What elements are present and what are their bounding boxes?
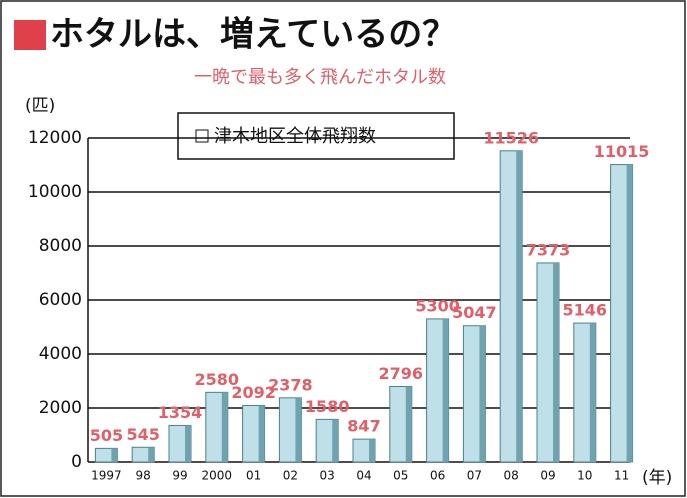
bar-side — [295, 398, 301, 462]
x-tick-label: 2000 — [202, 469, 233, 483]
x-axis-label: (年) — [642, 468, 672, 488]
bar — [463, 326, 485, 462]
bar — [132, 447, 154, 462]
value-label: 505 — [90, 426, 123, 445]
bar-side — [222, 392, 228, 462]
x-tick-label: 01 — [246, 469, 261, 483]
value-label: 5146 — [563, 301, 608, 320]
y-tick-label: 6000 — [39, 290, 82, 310]
bar-side — [148, 447, 154, 462]
value-label: 1354 — [158, 403, 203, 422]
value-label: 7373 — [526, 240, 571, 259]
value-label: 11526 — [483, 128, 539, 147]
x-tick-label: 07 — [467, 469, 482, 483]
bar — [206, 392, 228, 462]
bar — [243, 406, 265, 462]
bar-side — [259, 406, 265, 462]
bar — [611, 165, 633, 462]
bar-side — [332, 419, 338, 462]
value-label: 11015 — [594, 142, 650, 161]
bar-side — [553, 263, 559, 462]
bar — [390, 387, 412, 462]
x-tick-label: 06 — [430, 469, 445, 483]
y-tick-label: 10000 — [28, 182, 82, 202]
value-label: 2378 — [268, 375, 313, 394]
y-tick-label: 12000 — [28, 128, 82, 148]
bar — [316, 419, 338, 462]
y-axis-label: (匹) — [25, 96, 55, 116]
bar-side — [516, 151, 522, 462]
bar-side — [406, 387, 412, 462]
chart-title: ホタルは、増えているの？ — [50, 15, 456, 55]
legend-label: 津木地区全体飛翔数 — [214, 126, 376, 147]
x-tick-label: 02 — [283, 469, 298, 483]
bar — [574, 323, 596, 462]
x-tick-label: 03 — [320, 469, 335, 483]
bar-side — [185, 425, 191, 462]
value-label: 545 — [126, 425, 159, 444]
bar — [95, 448, 117, 462]
bar — [427, 319, 449, 462]
y-tick-label: 4000 — [39, 344, 82, 364]
value-label: 2796 — [379, 364, 424, 383]
x-tick-label: 11 — [614, 469, 629, 483]
x-tick-label: 99 — [172, 469, 187, 483]
bar-side — [369, 439, 375, 462]
bar — [500, 151, 522, 462]
x-tick-label: 05 — [393, 469, 408, 483]
title-square — [14, 20, 46, 50]
bar — [169, 425, 191, 462]
chart-subtitle: 一晩で最も多く飛んだホタル数 — [194, 67, 446, 88]
x-tick-label: 08 — [504, 469, 519, 483]
bar — [279, 398, 301, 462]
y-tick-label: 8000 — [39, 236, 82, 256]
bar-side — [590, 323, 596, 462]
y-tick-label: 0 — [71, 452, 82, 472]
legend-swatch — [196, 130, 208, 142]
x-tick-label: 1997 — [91, 469, 122, 483]
chart: ホタルは、増えているの？ 一晩で最も多く飛んだホタル数 (匹) (年) 津木地区… — [0, 0, 687, 498]
bar-side — [627, 165, 633, 462]
x-tick-label: 10 — [577, 469, 592, 483]
x-tick-label: 98 — [136, 469, 151, 483]
bar-side — [443, 319, 449, 462]
legend: 津木地区全体飛翔数 — [178, 113, 454, 159]
page: ホタルは、増えているの？ 一晩で最も多く飛んだホタル数 (匹) (年) 津木地区… — [0, 0, 687, 498]
bar-side — [479, 326, 485, 462]
x-tick-label: 04 — [356, 469, 371, 483]
y-tick-label: 2000 — [39, 398, 82, 418]
bar — [353, 439, 375, 462]
value-label: 1580 — [305, 397, 350, 416]
x-tick-label: 09 — [540, 469, 555, 483]
bar-side — [111, 448, 117, 462]
bar — [537, 263, 559, 462]
value-label: 5047 — [452, 303, 497, 322]
value-label: 847 — [347, 417, 380, 436]
